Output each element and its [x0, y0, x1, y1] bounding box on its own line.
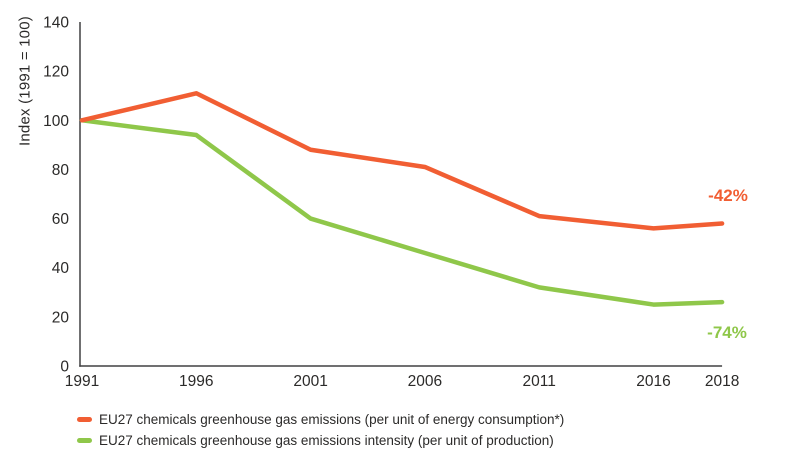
series-line-emissions-intensity	[79, 118, 725, 307]
legend-item-emissions: EU27 chemicals greenhouse gas emissions …	[77, 409, 564, 430]
x-tick-label: 1996	[179, 373, 213, 390]
annotation-emissions-change: -42%	[708, 186, 748, 205]
legend-marker-green-icon	[77, 438, 92, 443]
x-tick-label: 2018	[705, 373, 739, 390]
x-tick-label: 2001	[293, 373, 327, 390]
y-tick-label: 80	[52, 162, 70, 179]
x-tick-label: 1991	[65, 373, 99, 390]
y-tick-label: 40	[52, 260, 70, 277]
x-tick-label: 2016	[636, 373, 670, 390]
y-tick-label: 140	[43, 15, 69, 32]
legend-marker-orange-icon	[77, 417, 92, 422]
legend-item-intensity: EU27 chemicals greenhouse gas emissions …	[77, 430, 564, 451]
x-tick-label: 2011	[523, 373, 556, 390]
legend: EU27 chemicals greenhouse gas emissions …	[77, 409, 564, 451]
series-line-emissions-per-energy	[79, 91, 725, 231]
y-tick-label: 0	[60, 359, 69, 376]
y-tick-label: 60	[52, 211, 70, 228]
y-tick-label: 120	[43, 64, 69, 81]
legend-label-intensity: EU27 chemicals greenhouse gas emissions …	[99, 433, 554, 448]
x-tick-label: 2006	[408, 373, 442, 390]
y-axis-title: Index (1991 = 100)	[16, 16, 34, 146]
legend-label-emissions: EU27 chemicals greenhouse gas emissions …	[99, 412, 565, 427]
y-tick-label: 100	[43, 113, 69, 130]
annotation-intensity-change: -74%	[707, 323, 747, 342]
y-tick-label: 20	[52, 309, 70, 326]
